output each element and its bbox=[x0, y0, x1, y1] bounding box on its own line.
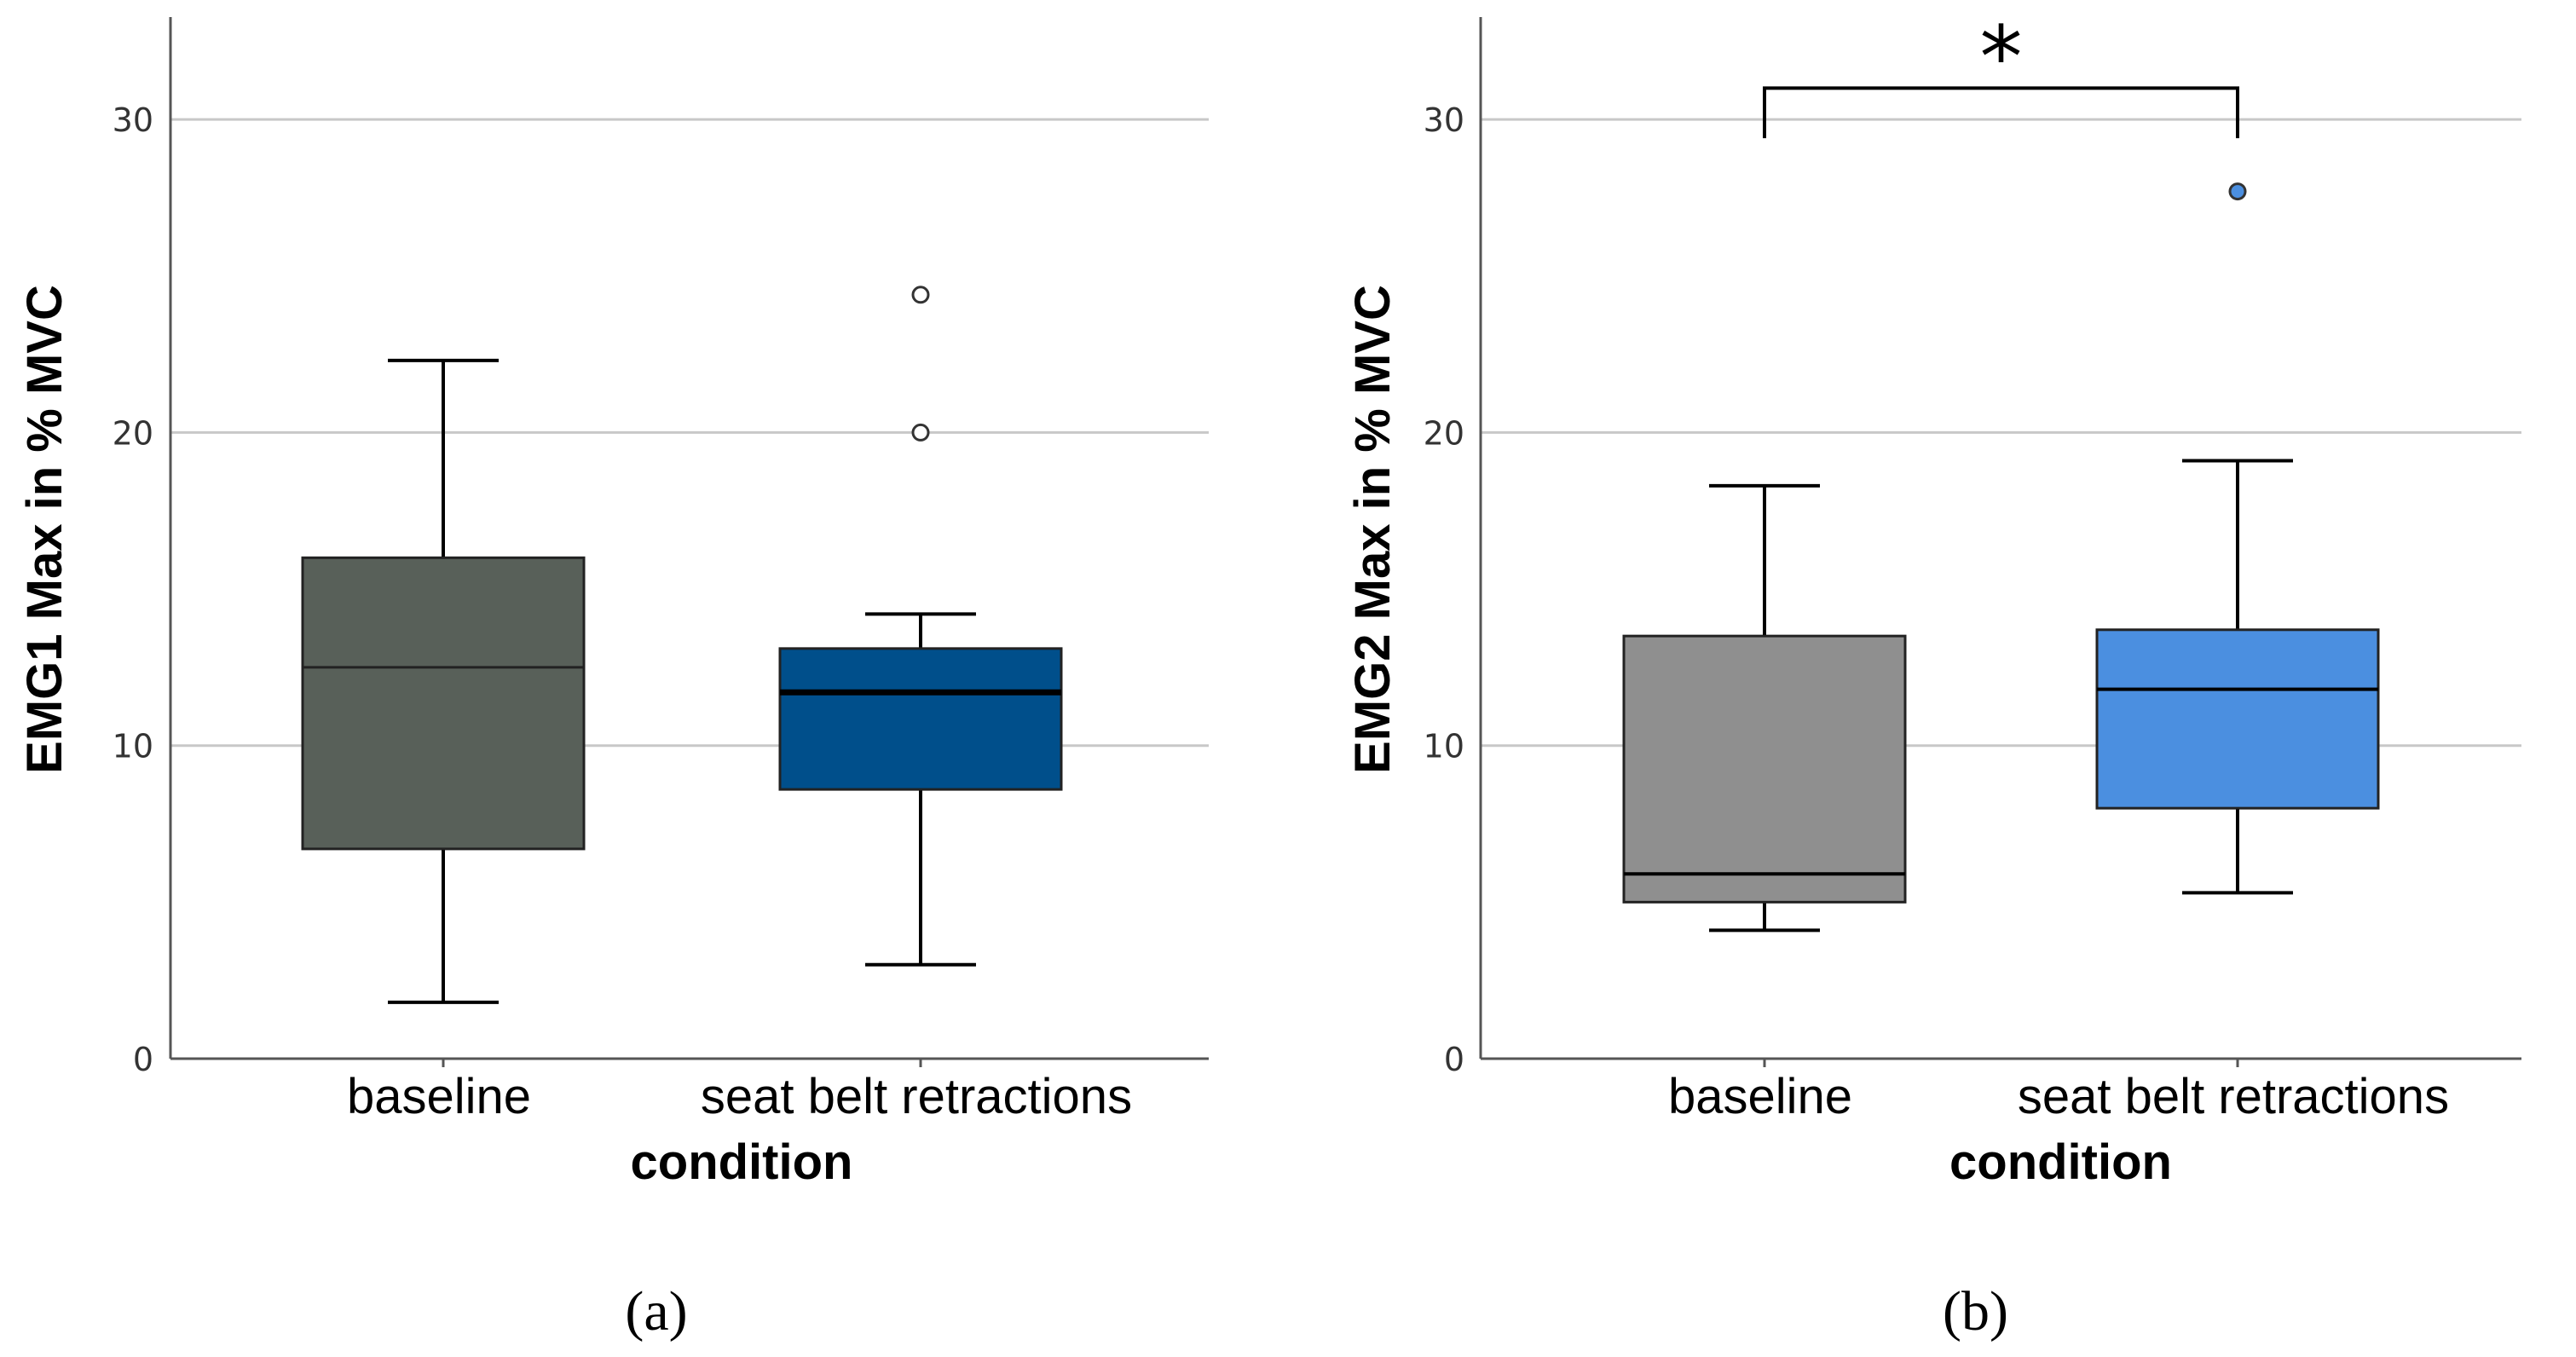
panel-a-y-ticks: 0 10 20 30 bbox=[113, 101, 153, 1078]
panel-b-label: (b) bbox=[1943, 1280, 2008, 1343]
panel-a-categories: baseline seat belt retractions bbox=[347, 1059, 1132, 1124]
panel-a-box-seat-belt-retractions bbox=[778, 286, 1063, 967]
panel-b-iqr-box bbox=[2095, 628, 2380, 810]
panel-b-box-seat-belt-retractions bbox=[2095, 182, 2380, 895]
panel-a-x-tick-label: baseline bbox=[347, 1069, 531, 1124]
panel-b-significance-star: * bbox=[1980, 7, 2023, 107]
panel-a-iqr-box bbox=[301, 556, 586, 851]
panel-a-y-tick-label: 20 bbox=[113, 414, 153, 452]
panel-b-y-tick-label: 30 bbox=[1424, 101, 1464, 139]
panel-b-y-ticks: 0 10 20 30 bbox=[1424, 101, 1464, 1078]
panel-b-boxes bbox=[1622, 182, 2380, 933]
panel-b-iqr-box bbox=[1622, 634, 1907, 904]
panel-b-significance-bracket bbox=[1763, 86, 2239, 139]
panel-a-x-tick-label: seat belt retractions bbox=[701, 1069, 1132, 1124]
panel-a-outlier-point bbox=[911, 423, 930, 442]
panel-b-x-tick-label: baseline bbox=[1668, 1069, 1852, 1124]
panel-a-x-axis-title: condition bbox=[631, 1135, 853, 1190]
panel-b-significance: * bbox=[1763, 7, 2239, 139]
panel-b-y-tick-label: 10 bbox=[1424, 728, 1464, 765]
panel-b-categories: baseline seat belt retractions bbox=[1668, 1059, 2449, 1124]
panel-b-box-baseline bbox=[1622, 483, 1907, 933]
panel-a-boxes bbox=[301, 286, 1063, 1004]
panel-a-outlier-point bbox=[911, 286, 930, 304]
panel-b-outlier-point bbox=[2228, 182, 2247, 201]
panel-a-y-tick-label: 30 bbox=[113, 101, 153, 139]
panel-a-label: (a) bbox=[625, 1280, 687, 1343]
panel-b-y-axis-title: EMG2 Max in % MVC bbox=[1345, 285, 1401, 774]
panel-b-y-tick-label: 20 bbox=[1424, 414, 1464, 452]
panel-b-x-axis-title: condition bbox=[1949, 1135, 2172, 1190]
panel-a: 0 10 20 30 baseline seat belt retractions co… bbox=[17, 17, 1209, 1343]
panel-a-y-axis-title: EMG1 Max in % MVC bbox=[17, 285, 72, 774]
panel-a-box-baseline bbox=[301, 358, 586, 1004]
panel-b-y-tick-label: 0 bbox=[1444, 1041, 1464, 1078]
panel-a-y-tick-label: 0 bbox=[133, 1041, 153, 1078]
panel-a-y-tick-label: 10 bbox=[113, 728, 153, 765]
panel-b-x-tick-label: seat belt retractions bbox=[2018, 1069, 2449, 1124]
panel-a-iqr-box bbox=[778, 647, 1063, 791]
